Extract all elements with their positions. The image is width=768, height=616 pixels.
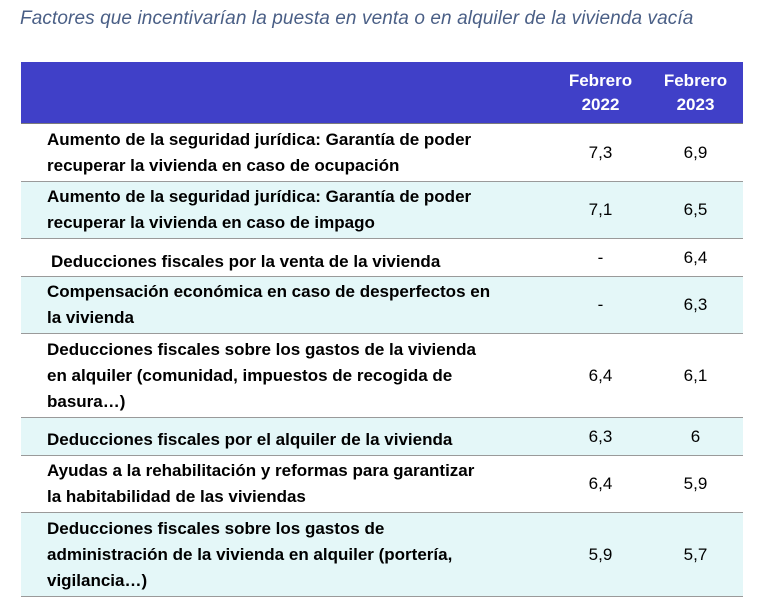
row-label-line: Compensación económica en caso de desper… [47, 282, 491, 301]
table-row: Aumento de la seguridad jurídica: Garant… [21, 123, 743, 182]
value-feb-2023: 6 [648, 417, 743, 456]
row-label-line: Aumento de la seguridad jurídica: Garant… [47, 187, 472, 206]
row-label-line: basura…) [47, 391, 126, 411]
row-label: Aumento de la seguridad jurídica: Garant… [21, 181, 553, 239]
row-label: Deducciones fiscales por la venta de la … [21, 238, 553, 277]
header-feb-2023-month: Febrero [663, 70, 728, 90]
row-label-line: Ayudas a la rehabilitación y reformas pa… [47, 461, 475, 480]
table-row: Deducciones fiscales por la venta de la … [21, 238, 743, 277]
value-feb-2023: 6,9 [648, 123, 743, 182]
value-feb-2023: 6,1 [648, 333, 743, 418]
value-feb-2022: 6,3 [553, 417, 648, 456]
row-label-line: Deducciones fiscales por el alquiler de … [47, 429, 453, 449]
value-feb-2023: 5,9 [648, 455, 743, 513]
row-label-line: administración de la vivienda en alquile… [47, 544, 453, 564]
value-feb-2022: 7,3 [553, 123, 648, 182]
row-label: Compensación económica en caso de desper… [21, 276, 553, 334]
row-label: Deducciones fiscales sobre los gastos de… [21, 512, 553, 597]
header-feb-2022: Febrero 2022 [553, 62, 648, 124]
table-row: Deducciones fiscales sobre los gastos de… [21, 512, 743, 597]
row-label-line: recuperar la vivienda en caso de ocupaci… [47, 155, 400, 175]
row-label: Ayudas a la rehabilitación y reformas pa… [21, 455, 553, 513]
row-label-line: la vivienda [47, 308, 134, 327]
header-feb-2022-month: Febrero [568, 70, 633, 90]
row-label-line: vigilancia…) [47, 570, 148, 590]
table-row: Deducciones fiscales sobre los gastos de… [21, 333, 743, 418]
row-label: Deducciones fiscales por el alquiler de … [21, 417, 553, 456]
row-label: Deducciones fiscales sobre los gastos de… [21, 333, 553, 418]
table-title: Factores que incentivarían la puesta en … [20, 8, 694, 29]
row-label-line: Deducciones fiscales sobre los gastos de… [47, 339, 476, 359]
row-label-line: la habitabilidad de las viviendas [47, 487, 306, 506]
table-row: Compensación económica en caso de desper… [21, 276, 743, 334]
value-feb-2022: - [553, 238, 648, 277]
table-row: Deducciones fiscales por el alquiler de … [21, 417, 743, 456]
value-feb-2023: 6,4 [648, 238, 743, 277]
value-feb-2023: 6,3 [648, 276, 743, 334]
value-feb-2022: 7,1 [553, 181, 648, 239]
header-feb-2023: Febrero 2023 [648, 62, 743, 124]
value-feb-2022: 6,4 [553, 455, 648, 513]
row-label-line: recuperar la vivienda en caso de impago [47, 213, 375, 232]
value-feb-2023: 6,5 [648, 181, 743, 239]
value-feb-2022: 5,9 [553, 512, 648, 597]
row-label: Aumento de la seguridad jurídica: Garant… [21, 123, 553, 182]
value-feb-2022: 6,4 [553, 333, 648, 418]
value-feb-2023: 5,7 [648, 512, 743, 597]
value-feb-2022: - [553, 276, 648, 334]
row-label-line: Deducciones fiscales por la venta de la … [51, 251, 441, 271]
data-table: Febrero 2022 Febrero 2023 Aumento de la … [21, 62, 743, 597]
row-label-line: Aumento de la seguridad jurídica: Garant… [47, 129, 472, 149]
row-label-line: en alquiler (comunidad, impuestos de rec… [47, 365, 453, 385]
header-label-cell [21, 62, 553, 124]
table-row: Aumento de la seguridad jurídica: Garant… [21, 181, 743, 239]
header-feb-2022-year: 2022 [581, 94, 620, 114]
table-row: Ayudas a la rehabilitación y reformas pa… [21, 455, 743, 513]
header-feb-2023-year: 2023 [676, 94, 715, 114]
header-row: Febrero 2022 Febrero 2023 [21, 62, 743, 124]
row-label-line: Deducciones fiscales sobre los gastos de [47, 518, 385, 538]
